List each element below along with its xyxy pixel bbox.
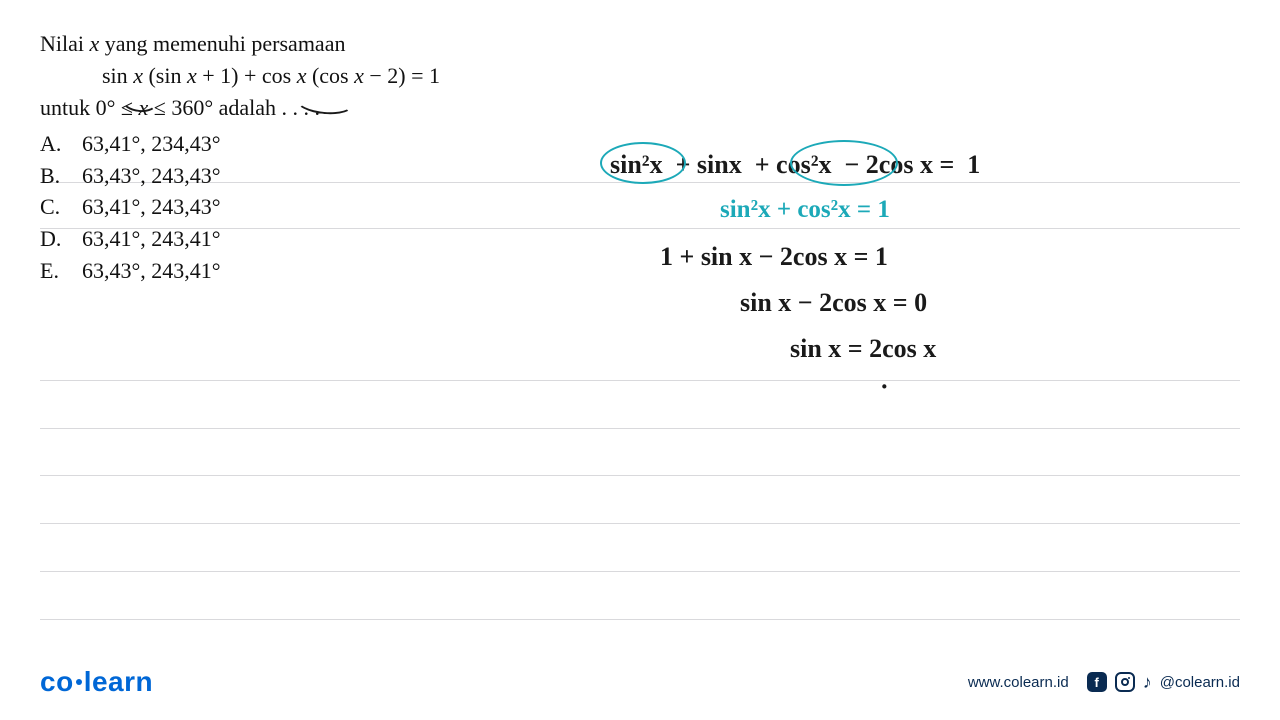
option-row: D. 63,41°, 243,41° [40, 223, 560, 255]
option-text: 63,41°, 234,43° [82, 128, 221, 160]
question-equation: sin x (sin x + 1) + cos x (cos x − 2) = … [40, 60, 560, 92]
option-text: 63,41°, 243,41° [82, 223, 221, 255]
option-row: C. 63,41°, 243,43° [40, 191, 560, 223]
hw-dot: · [880, 372, 889, 402]
option-label: E. [40, 255, 68, 287]
circle-annotation [600, 142, 686, 184]
option-row: B. 63,43°, 243,43° [40, 160, 560, 192]
hw-eq2: 1 + sin x − 2cos x = 1 [660, 242, 888, 272]
hw-eq4: sin x = 2cos x [790, 334, 936, 364]
question-line-1: Nilai x yang memenuhi persamaan [40, 28, 560, 60]
options-list: A. 63,41°, 234,43° B. 63,43°, 243,43° C. 63,4… [40, 128, 560, 287]
instagram-icon [1115, 672, 1135, 692]
option-text: 63,41°, 243,43° [82, 191, 221, 223]
option-text: 63,43°, 243,41° [82, 255, 221, 287]
option-text: 63,43°, 243,43° [82, 160, 221, 192]
logo: colearn [40, 666, 153, 698]
circle-annotation [790, 140, 898, 186]
social-icons: f ♪ @colearn.id [1087, 672, 1240, 693]
footer: colearn www.colearn.id f ♪ @colearn.id [40, 666, 1240, 698]
social-handle: @colearn.id [1160, 674, 1240, 691]
option-label: C. [40, 191, 68, 223]
hw-identity: sin²x + cos²x = 1 [720, 196, 890, 224]
option-label: B. [40, 160, 68, 192]
hw-eq3: sin x − 2cos x = 0 [740, 288, 927, 318]
option-label: D. [40, 223, 68, 255]
footer-url: www.colearn.id [968, 674, 1069, 691]
question-block: Nilai x yang memenuhi persamaan sin x (s… [40, 28, 560, 287]
option-row: E. 63,43°, 243,41° [40, 255, 560, 287]
facebook-icon: f [1087, 672, 1107, 692]
option-label: A. [40, 128, 68, 160]
option-row: A. 63,41°, 234,43° [40, 128, 560, 160]
tiktok-icon: ♪ [1143, 672, 1152, 693]
